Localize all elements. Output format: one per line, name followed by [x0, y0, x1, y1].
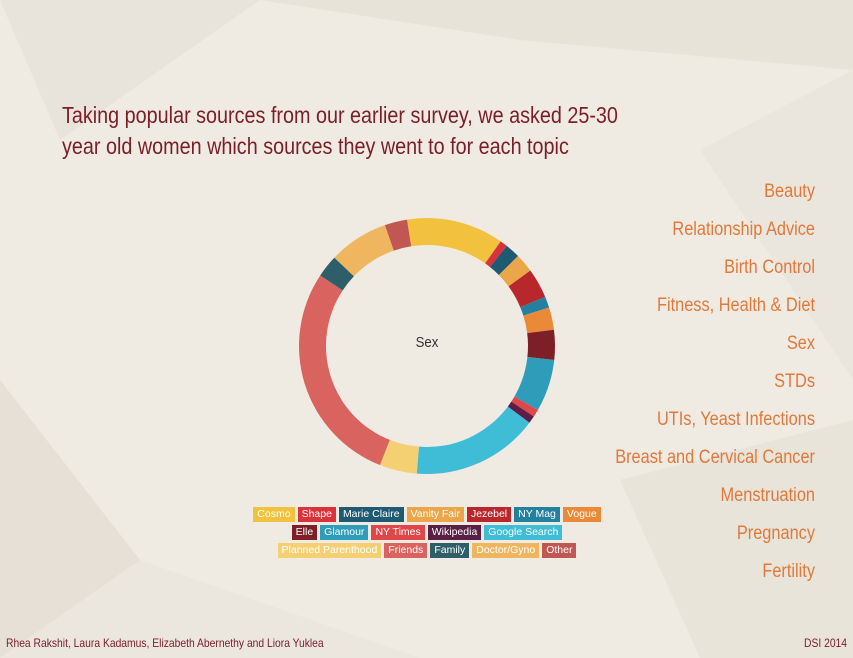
topic-list: Beauty Relationship Advice Birth Control Fi…	[555, 180, 815, 598]
chart-legend: Cosmo Shape Marie Claire Vanity Fair Jezebel…	[246, 507, 608, 558]
donut-slice-marie-claire[interactable]	[489, 245, 519, 276]
topic-item[interactable]: Fertility	[762, 561, 815, 582]
donut-slice-elle[interactable]	[527, 329, 555, 361]
event-label: DSI 2014	[803, 636, 847, 650]
legend-item-cosmo[interactable]: Cosmo	[253, 507, 295, 522]
donut-slice-ny-times[interactable]	[511, 396, 538, 417]
legend-item-other[interactable]: Other	[542, 543, 577, 558]
donut-slice-other[interactable]	[384, 219, 412, 251]
donut-slice-google-search[interactable]	[416, 406, 530, 474]
topic-item[interactable]: Birth Control	[724, 257, 815, 278]
legend-item-google-search[interactable]: Google Search	[484, 525, 563, 540]
legend-item-glamour[interactable]: Glamour	[320, 525, 369, 540]
donut-chart	[299, 218, 555, 474]
legend-item-doctor-gyno[interactable]: Doctor/Gyno	[472, 543, 540, 558]
legend-item-marie-claire[interactable]: Marie Claire	[338, 507, 404, 522]
donut-slice-doctor-gyno[interactable]	[334, 225, 394, 277]
donut-slice-family[interactable]	[320, 257, 354, 291]
topic-item[interactable]: Beauty	[764, 181, 815, 202]
donut-slice-vanity-fair[interactable]	[498, 256, 531, 287]
legend-item-vanity-fair[interactable]: Vanity Fair	[406, 507, 464, 522]
donut-slice-jezebel[interactable]	[508, 270, 546, 308]
authors-credit: Rhea Rakshit, Laura Kadamus, Elizabeth A…	[6, 636, 324, 650]
topic-item[interactable]: Breast and Cervical Cancer	[615, 447, 815, 468]
donut-slice-vogue[interactable]	[523, 307, 554, 334]
legend-item-jezebel[interactable]: Jezebel	[466, 507, 512, 522]
donut-slice-ny-mag[interactable]	[520, 296, 550, 316]
donut-slice-friends[interactable]	[299, 275, 390, 466]
donut-slice-planned-parenthood[interactable]	[379, 439, 419, 474]
topic-item[interactable]: UTIs, Yeast Infections	[656, 409, 815, 430]
topic-item[interactable]: Sex	[786, 333, 815, 354]
legend-item-family[interactable]: Family	[430, 543, 470, 558]
legend-item-planned-parenthood[interactable]: Planned Parenthood	[277, 543, 382, 558]
headline: Taking popular sources from our earlier …	[62, 102, 618, 159]
topic-item[interactable]: Pregnancy	[736, 523, 815, 544]
legend-item-shape[interactable]: Shape	[297, 507, 336, 522]
donut-slice-shape[interactable]	[485, 241, 507, 268]
legend-item-elle[interactable]: Elle	[291, 525, 318, 540]
topic-item[interactable]: Menstruation	[720, 485, 815, 506]
legend-item-ny-mag[interactable]: NY Mag	[514, 507, 560, 522]
legend-item-friends[interactable]: Friends	[384, 543, 428, 558]
topic-item[interactable]: Relationship Advice	[672, 219, 815, 240]
legend-item-vogue[interactable]: Vogue	[562, 507, 601, 522]
donut-slice-wikipedia[interactable]	[507, 401, 534, 423]
topic-item[interactable]: Fitness, Health & Diet	[656, 295, 815, 316]
donut-center-label: Sex	[415, 334, 439, 351]
topic-item[interactable]: STDs	[774, 371, 815, 392]
donut-slice-glamour[interactable]	[514, 357, 555, 411]
legend-item-wikipedia[interactable]: Wikipedia	[427, 525, 482, 540]
legend-item-ny-times[interactable]: NY Times	[371, 525, 425, 540]
donut-slice-cosmo[interactable]	[406, 218, 501, 264]
